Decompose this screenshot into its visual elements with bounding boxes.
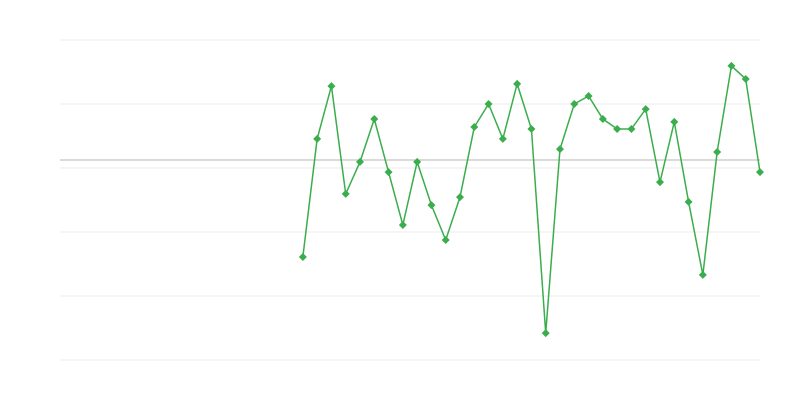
data-point [384, 168, 393, 177]
data-line [302, 64, 761, 334]
data-point [356, 157, 364, 166]
data-point [698, 270, 707, 279]
data-point [413, 157, 422, 166]
data-point [570, 100, 579, 108]
data-point [670, 117, 679, 126]
data-point [584, 92, 593, 100]
data-point [527, 124, 536, 133]
data-point [513, 79, 522, 88]
data-point [741, 75, 750, 84]
data-point [556, 145, 564, 154]
data-point [313, 134, 322, 143]
data-point [541, 329, 550, 338]
data-point [441, 236, 450, 244]
data-point [727, 61, 736, 70]
data-point [341, 189, 350, 198]
data-point [398, 220, 407, 229]
data-point [656, 178, 664, 187]
data-point [684, 197, 693, 206]
data-point [370, 115, 379, 124]
data-point [498, 134, 507, 143]
data-point [627, 124, 636, 133]
data-point [456, 193, 464, 202]
data-point [713, 148, 722, 156]
data-point [470, 123, 479, 132]
data-point [484, 100, 493, 108]
data-point [641, 105, 650, 114]
data-point [598, 115, 607, 124]
data-point [427, 201, 436, 210]
data-point [298, 252, 307, 261]
data-point [613, 124, 622, 133]
data-point [327, 82, 336, 91]
data-point [756, 168, 764, 177]
